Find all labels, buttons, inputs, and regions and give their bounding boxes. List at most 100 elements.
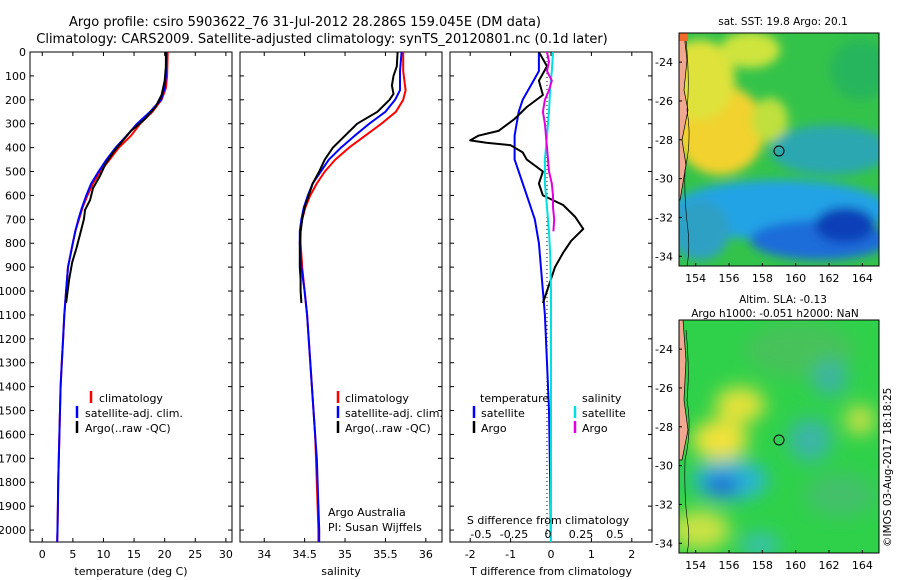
legend-sal-argo-label: Argo bbox=[582, 422, 608, 435]
x-axis-label: temperature (deg C) bbox=[74, 565, 187, 578]
series-line-satellite-adj-clim bbox=[298, 52, 403, 542]
map-y-tick-label: -24 bbox=[655, 343, 673, 356]
x-tick-label: 25 bbox=[188, 548, 202, 561]
y-tick-label: 800 bbox=[5, 237, 26, 250]
sla-heatmap-field bbox=[679, 320, 879, 553]
y-tick-label: 1100 bbox=[0, 309, 26, 322]
difference-axes: -2 -1 0 1 2 T difference from climatology bbox=[449, 51, 653, 578]
title-line-2: Climatology: CARS2009. Satellite-adjuste… bbox=[36, 32, 608, 47]
x-tick-label: 36 bbox=[419, 548, 433, 561]
sst-map-axes: 154 156 158 160 162 164 -24 -26 -28 -30 -32 -34 bbox=[655, 32, 880, 285]
x-tick-label: 10 bbox=[96, 548, 110, 561]
salinity-series bbox=[298, 52, 407, 542]
legend-satellite-label: satellite-adj. clim. bbox=[85, 407, 183, 420]
sla-map-subtitle: Argo h1000: -0.051 h2000: NaN bbox=[691, 308, 859, 320]
legend-temp-satellite-label: satellite bbox=[481, 407, 525, 420]
map-x-tick-label: 162 bbox=[819, 559, 840, 572]
y-tick-label: 200 bbox=[5, 94, 26, 107]
map-frame bbox=[678, 319, 880, 554]
s-tick-label: 0.25 bbox=[569, 528, 594, 541]
series-line-argo-raw-qc bbox=[298, 52, 399, 304]
map-x-tick-label: 160 bbox=[785, 559, 806, 572]
series-line-temperature-satellite bbox=[513, 52, 552, 542]
y-tick-label: 1900 bbox=[0, 500, 26, 513]
legend-satellite-label: satellite-adj. clim. bbox=[345, 407, 443, 420]
sst-heatmap-field bbox=[679, 33, 879, 266]
plot-frame bbox=[239, 51, 443, 543]
legend-temp-argo-label: Argo bbox=[481, 422, 507, 435]
difference-salinity-axis-title: S difference from climatology bbox=[467, 514, 630, 527]
map-y-tick-label: -28 bbox=[655, 134, 673, 147]
legend-salinity-title: salinity bbox=[582, 392, 622, 405]
x-tick-label: 5 bbox=[69, 548, 76, 561]
x-axis-label: salinity bbox=[321, 565, 361, 578]
x-tick-label: 0 bbox=[548, 548, 555, 561]
x-tick-label: 35 bbox=[338, 548, 352, 561]
map-x-tick-label: 158 bbox=[752, 559, 773, 572]
s-tick-label: -0.25 bbox=[500, 528, 528, 541]
legend-argo-label: Argo(..raw -QC) bbox=[345, 422, 431, 435]
x-tick-label: 0 bbox=[39, 548, 46, 561]
y-tick-label: 1400 bbox=[0, 381, 26, 394]
y-tick-label: 700 bbox=[5, 213, 26, 226]
sst-map-title: sat. SST: 19.8 Argo: 20.1 bbox=[718, 16, 848, 28]
x-tick-label: -1 bbox=[505, 548, 516, 561]
x-tick-label: 15 bbox=[127, 548, 141, 561]
map-y-tick-label: -26 bbox=[655, 382, 673, 395]
sst-map: sat. SST: 19.8 Argo: 20.1 154 156 158 160 16… bbox=[655, 16, 880, 285]
map-x-tick-label: 160 bbox=[785, 272, 806, 285]
sla-map-axes: 154 156 158 160 162 164 -24 -26 -28 -30 -32 -34 bbox=[655, 319, 880, 572]
map-x-tick-label: 158 bbox=[752, 272, 773, 285]
map-y-tick-label: -34 bbox=[655, 537, 673, 550]
y-tick-label: 400 bbox=[5, 142, 26, 155]
series-line-salinity-argo bbox=[541, 52, 556, 232]
temperature-legend: climatology satellite-adj. clim. Argo(..… bbox=[75, 391, 183, 435]
x-tick-label: 35.5 bbox=[373, 548, 398, 561]
x-tick-label: -2 bbox=[465, 548, 476, 561]
salinity-difference-tick-labels: -0.5 -0.25 0 0.25 0.5 bbox=[470, 528, 623, 541]
map-frame bbox=[678, 32, 880, 267]
title-line-1: Argo profile: csiro 5903622_76 31-Jul-20… bbox=[69, 15, 541, 30]
map-y-tick-label: -26 bbox=[655, 95, 673, 108]
difference-series bbox=[469, 52, 585, 542]
map-x-tick-label: 162 bbox=[819, 272, 840, 285]
map-y-tick-label: -34 bbox=[655, 250, 673, 263]
series-line-argo-raw-qc bbox=[65, 52, 167, 304]
sla-map-title: Altim. SLA: -0.13 bbox=[739, 294, 827, 306]
map-y-tick-label: -32 bbox=[655, 211, 673, 224]
y-tick-label: 500 bbox=[5, 166, 26, 179]
x-tick-label: 20 bbox=[158, 548, 172, 561]
y-tick-label: 100 bbox=[5, 70, 26, 83]
y-tick-label: 600 bbox=[5, 189, 26, 202]
argo-position-marker bbox=[773, 145, 785, 157]
annotation-pi: PI: Susan Wijffels bbox=[328, 521, 422, 534]
map-y-tick-label: -30 bbox=[655, 173, 673, 186]
plot-frame bbox=[29, 51, 233, 543]
map-y-tick-label: -28 bbox=[655, 421, 673, 434]
x-tick-label: 1 bbox=[588, 548, 595, 561]
copyright-stamp: ©IMOS 03-Aug-2017 18:18:25 bbox=[882, 388, 894, 547]
temperature-profile-chart: 0100200300400500600700800900100011001200… bbox=[0, 46, 233, 578]
map-x-tick-label: 156 bbox=[719, 272, 740, 285]
temperature-axes: 0100200300400500600700800900100011001200… bbox=[0, 46, 233, 578]
legend-sal-satellite-label: satellite bbox=[582, 407, 626, 420]
salinity-profile-chart: 34 34.5 35 35.5 36 salinity climatology satel… bbox=[239, 51, 443, 578]
legend-climatology-label: climatology bbox=[99, 392, 163, 405]
x-tick-label: 34 bbox=[257, 548, 271, 561]
difference-legend: temperature satellite Argo salinity sate… bbox=[472, 392, 626, 435]
salinity-legend: climatology satellite-adj. clim. Argo(..… bbox=[336, 391, 443, 435]
series-line-temperature-argo bbox=[469, 52, 585, 304]
map-y-tick-label: -30 bbox=[655, 460, 673, 473]
map-y-tick-label: -24 bbox=[655, 56, 673, 69]
map-x-tick-label: 154 bbox=[685, 272, 706, 285]
sla-map: Altim. SLA: -0.13 Argo h1000: -0.051 h20… bbox=[655, 294, 880, 572]
legend-climatology-label: climatology bbox=[345, 392, 409, 405]
y-tick-label: 1600 bbox=[0, 428, 26, 441]
map-x-tick-label: 164 bbox=[852, 272, 873, 285]
salinity-axes: 34 34.5 35 35.5 36 salinity bbox=[239, 51, 443, 578]
argo-position-marker bbox=[773, 434, 785, 446]
s-tick-label: 0.5 bbox=[606, 528, 624, 541]
y-tick-label: 300 bbox=[5, 118, 26, 131]
y-tick-label: 1200 bbox=[0, 333, 26, 346]
